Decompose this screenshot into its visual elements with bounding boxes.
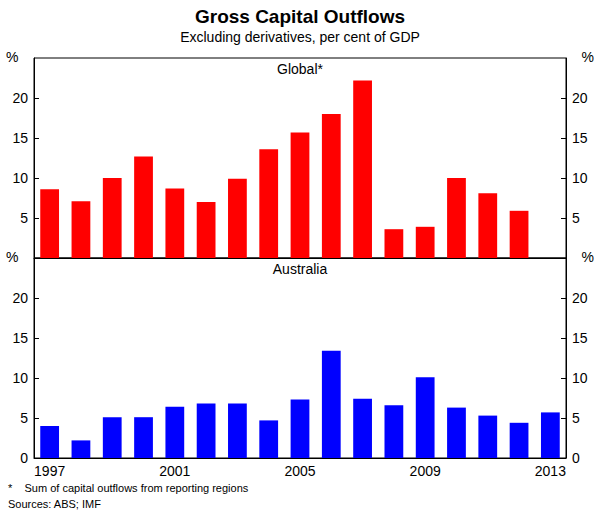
svg-text:* Sum of capital outflows f: * Sum of capital outflows from reporting… [8, 482, 249, 494]
svg-text:20: 20 [572, 90, 588, 106]
svg-text:2013: 2013 [535, 463, 566, 479]
svg-text:10: 10 [12, 370, 28, 386]
svg-text:5: 5 [20, 410, 28, 426]
svg-text:%: % [6, 49, 18, 65]
svg-text:10: 10 [12, 170, 28, 186]
svg-text:Australia: Australia [273, 261, 328, 277]
svg-text:20: 20 [12, 90, 28, 106]
svg-text:15: 15 [572, 330, 588, 346]
svg-text:Global*: Global* [277, 61, 323, 77]
svg-text:20: 20 [12, 290, 28, 306]
svg-text:Excluding derivatives, per cen: Excluding derivatives, per cent of GDP [180, 29, 420, 45]
svg-text:10: 10 [572, 170, 588, 186]
svg-text:1997: 1997 [34, 463, 65, 479]
svg-text:%: % [6, 249, 18, 265]
svg-text:%: % [582, 249, 594, 265]
svg-text:2009: 2009 [410, 463, 441, 479]
svg-text:0: 0 [572, 450, 580, 466]
svg-text:5: 5 [572, 410, 580, 426]
svg-text:2005: 2005 [284, 463, 315, 479]
svg-text:20: 20 [572, 290, 588, 306]
svg-text:%: % [582, 49, 594, 65]
svg-text:Gross Capital Outflows: Gross Capital Outflows [195, 6, 405, 27]
svg-text:0: 0 [20, 450, 28, 466]
svg-text:5: 5 [20, 210, 28, 226]
svg-text:10: 10 [572, 370, 588, 386]
svg-text:5: 5 [572, 210, 580, 226]
svg-text:15: 15 [572, 130, 588, 146]
svg-text:15: 15 [12, 330, 28, 346]
svg-text:15: 15 [12, 130, 28, 146]
svg-text:Sources: ABS; IMF: Sources: ABS; IMF [8, 498, 101, 510]
svg-text:2001: 2001 [159, 463, 190, 479]
